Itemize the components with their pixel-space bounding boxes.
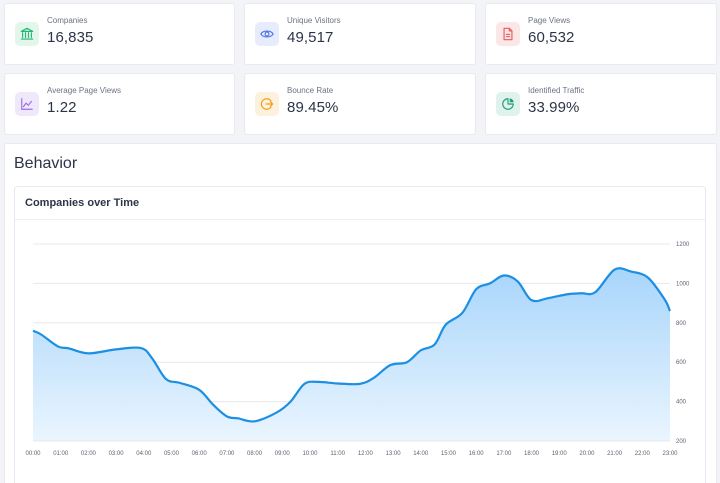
x-tick-label: 02:00	[81, 451, 97, 457]
chart-title: Companies over Time	[25, 197, 140, 209]
x-tick-label: 19:00	[552, 451, 568, 457]
y-tick-label: 200	[676, 439, 687, 445]
stat-card-companies: Companies 16,835	[4, 3, 235, 65]
x-tick-label: 05:00	[164, 451, 180, 457]
exit-icon	[255, 92, 279, 116]
stat-card-average-page-views: Average Page Views 1.22	[4, 73, 235, 135]
companies-area-chart: 200 400 600 800 1000 1200 00:00 01:00 02:00 03:00…	[25, 242, 690, 457]
stat-value: 16,835	[47, 29, 94, 46]
x-tick-label: 23:00	[662, 451, 678, 457]
stat-value: 49,517	[287, 29, 334, 46]
stat-label: Companies	[47, 16, 88, 25]
x-tick-label: 14:00	[413, 451, 429, 457]
y-tick-label: 1200	[676, 242, 690, 248]
y-tick-label: 1000	[676, 281, 690, 287]
stat-label: Bounce Rate	[287, 86, 334, 95]
x-tick-label: 12:00	[358, 451, 374, 457]
stat-label: Page Views	[528, 16, 571, 25]
stat-card-identified-traffic: Identified Traffic 33.99%	[485, 73, 717, 135]
stat-card-unique-visitors: Unique Visitors 49,517	[244, 3, 476, 65]
bank-icon	[15, 22, 39, 46]
stat-value: 60,532	[528, 29, 575, 46]
stat-value: 1.22	[47, 99, 77, 116]
stat-label: Average Page Views	[47, 86, 121, 95]
x-tick-label: 10:00	[302, 451, 318, 457]
x-tick-label: 09:00	[275, 451, 291, 457]
pie-chart-icon	[496, 92, 520, 116]
stat-value: 89.45%	[287, 99, 339, 116]
chart-header: Companies over Time	[15, 187, 705, 220]
x-tick-label: 22:00	[635, 451, 651, 457]
y-tick-label: 800	[676, 321, 687, 327]
x-tick-label: 16:00	[469, 451, 485, 457]
area-fill	[33, 268, 670, 441]
stat-card-bounce-rate: Bounce Rate 89.45%	[244, 73, 476, 135]
stat-label: Identified Traffic	[528, 86, 585, 95]
x-tick-label: 18:00	[524, 451, 540, 457]
stat-card-page-views: Page Views 60,532	[485, 3, 717, 65]
document-icon	[496, 22, 520, 46]
x-tick-label: 15:00	[441, 451, 457, 457]
x-tick-label: 08:00	[247, 451, 263, 457]
x-tick-label: 21:00	[607, 451, 623, 457]
y-tick-label: 600	[676, 360, 687, 366]
x-tick-label: 17:00	[496, 451, 512, 457]
stat-value: 33.99%	[528, 99, 580, 116]
section-title: Behavior	[14, 155, 78, 172]
x-tick-label: 06:00	[192, 451, 208, 457]
x-tick-label: 13:00	[386, 451, 402, 457]
y-tick-label: 400	[676, 400, 687, 406]
x-tick-label: 01:00	[53, 451, 69, 457]
chart-panel: Companies over Time 200 400 600 800 1000 1200…	[14, 186, 706, 483]
x-tick-label: 04:00	[136, 451, 152, 457]
eye-icon	[255, 22, 279, 46]
x-tick-label: 00:00	[25, 451, 41, 457]
x-tick-label: 07:00	[219, 451, 235, 457]
x-tick-label: 03:00	[109, 451, 125, 457]
stat-label: Unique Visitors	[287, 16, 341, 25]
series-line	[32, 267, 672, 423]
x-tick-label: 11:00	[330, 451, 345, 457]
line-chart-icon	[15, 92, 39, 116]
x-tick-label: 20:00	[579, 451, 595, 457]
